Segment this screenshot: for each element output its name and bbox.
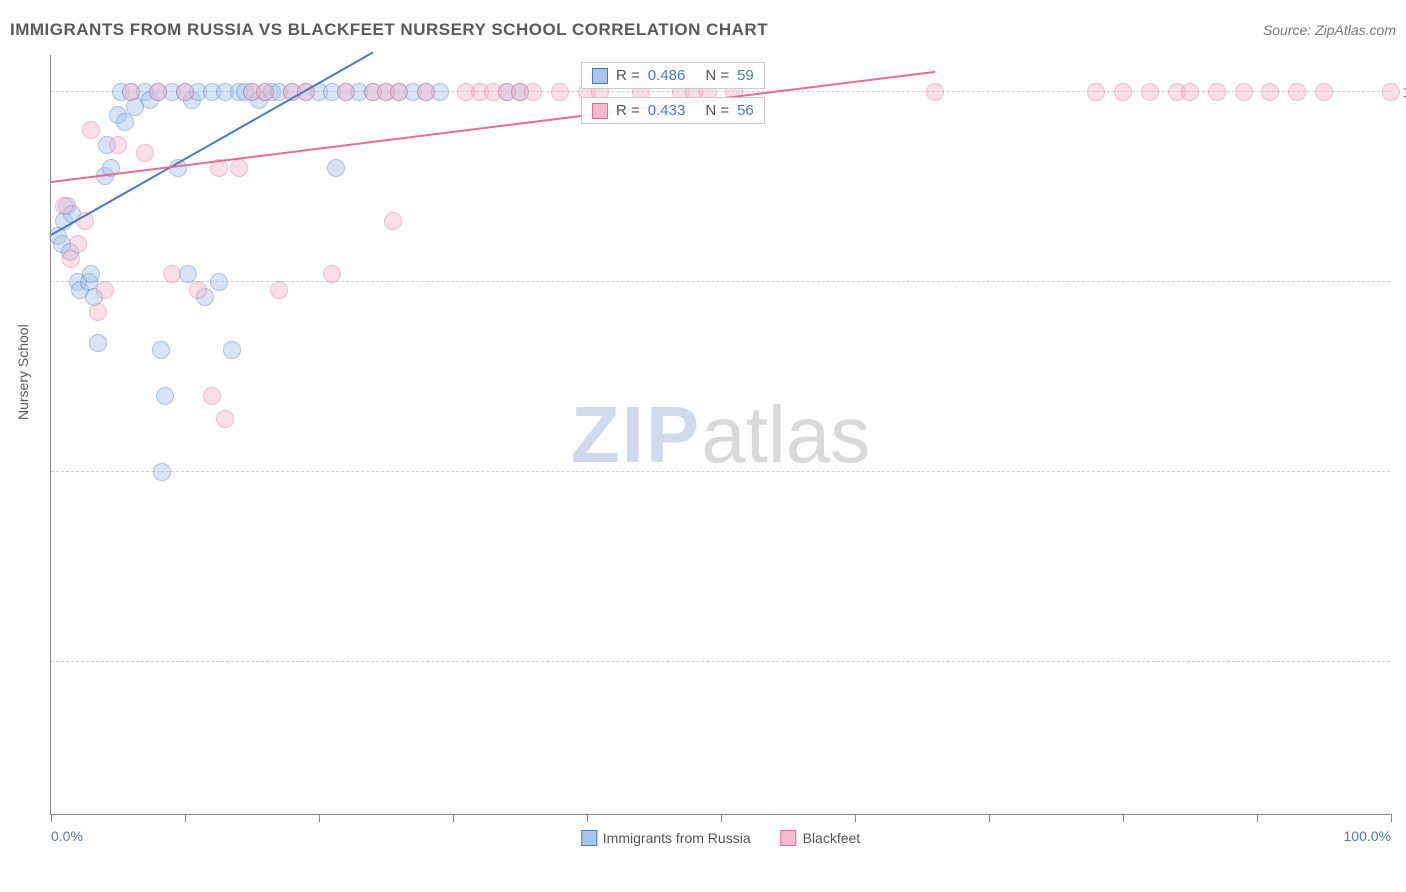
- stat-n-value: 56: [737, 102, 754, 119]
- data-point: [323, 265, 341, 283]
- stat-r-label: R =: [616, 67, 640, 84]
- x-tick: [319, 814, 320, 822]
- data-point: [1288, 83, 1306, 101]
- stats-box: R = 0.486 N = 59: [581, 62, 765, 89]
- legend-swatch: [592, 103, 608, 119]
- data-point: [163, 265, 181, 283]
- watermark: ZIPatlas: [571, 389, 870, 481]
- data-point: [156, 387, 174, 405]
- data-point: [256, 83, 274, 101]
- data-point: [203, 387, 221, 405]
- legend-swatch: [581, 830, 597, 846]
- data-point: [1208, 83, 1226, 101]
- data-point: [524, 83, 542, 101]
- watermark-atlas: atlas: [701, 390, 870, 479]
- gridline: [51, 281, 1390, 282]
- y-axis-label: Nursery School: [15, 324, 31, 420]
- data-point: [82, 265, 100, 283]
- stat-r-value: 0.433: [648, 102, 686, 119]
- watermark-zip: ZIP: [571, 390, 701, 479]
- stat-n-value: 59: [737, 67, 754, 84]
- data-point: [122, 83, 140, 101]
- data-point: [926, 83, 944, 101]
- x-tick-label: 0.0%: [51, 828, 83, 844]
- y-tick-label: 95.0%: [1395, 464, 1406, 480]
- data-point: [152, 341, 170, 359]
- data-point: [327, 159, 345, 177]
- x-tick-label: 100.0%: [1344, 828, 1391, 844]
- x-tick: [1257, 814, 1258, 822]
- x-tick: [587, 814, 588, 822]
- x-tick: [1123, 814, 1124, 822]
- data-point: [96, 281, 114, 299]
- data-point: [1087, 83, 1105, 101]
- x-tick: [855, 814, 856, 822]
- legend-swatch: [592, 68, 608, 84]
- x-tick: [51, 814, 52, 822]
- data-point: [417, 83, 435, 101]
- data-point: [153, 463, 171, 481]
- data-point: [176, 83, 194, 101]
- stat-r-value: 0.486: [648, 67, 686, 84]
- x-tick: [453, 814, 454, 822]
- x-tick: [721, 814, 722, 822]
- data-point: [223, 341, 241, 359]
- data-point: [189, 281, 207, 299]
- title-bar: IMMIGRANTS FROM RUSSIA VS BLACKFEET NURS…: [10, 20, 1396, 40]
- data-point: [230, 159, 248, 177]
- x-tick: [989, 814, 990, 822]
- legend-label: Immigrants from Russia: [603, 830, 751, 846]
- y-tick-label: 92.5%: [1395, 654, 1406, 670]
- data-point: [216, 410, 234, 428]
- data-point: [1315, 83, 1333, 101]
- data-point: [1261, 83, 1279, 101]
- source-label: Source: ZipAtlas.com: [1263, 22, 1396, 38]
- data-point: [210, 273, 228, 291]
- stat-n-label: N =: [705, 67, 729, 84]
- data-point: [116, 113, 134, 131]
- stats-box: R = 0.433 N = 56: [581, 97, 765, 124]
- data-point: [55, 197, 73, 215]
- gridline: [51, 471, 1390, 472]
- x-tick: [185, 814, 186, 822]
- data-point: [69, 235, 87, 253]
- data-point: [390, 83, 408, 101]
- stat-n-label: N =: [705, 102, 729, 119]
- legend-item: Blackfeet: [781, 830, 861, 846]
- data-point: [1382, 83, 1400, 101]
- data-point: [89, 334, 107, 352]
- legend-label: Blackfeet: [803, 830, 861, 846]
- data-point: [1235, 83, 1253, 101]
- legend-swatch: [781, 830, 797, 846]
- data-point: [384, 212, 402, 230]
- data-point: [270, 281, 288, 299]
- legend-item: Immigrants from Russia: [581, 830, 751, 846]
- stat-r-label: R =: [616, 102, 640, 119]
- data-point: [89, 303, 107, 321]
- x-tick: [1391, 814, 1392, 822]
- data-point: [136, 144, 154, 162]
- plot-area: ZIPatlas 92.5%95.0%97.5%100.0%0.0%100.0%…: [50, 55, 1390, 815]
- y-tick-label: 97.5%: [1395, 274, 1406, 290]
- data-point: [1181, 83, 1199, 101]
- data-point: [1141, 83, 1159, 101]
- data-point: [82, 121, 100, 139]
- gridline: [51, 661, 1390, 662]
- data-point: [109, 136, 127, 154]
- data-point: [551, 83, 569, 101]
- data-point: [337, 83, 355, 101]
- bottom-legend: Immigrants from Russia Blackfeet: [581, 830, 860, 846]
- data-point: [149, 83, 167, 101]
- data-point: [1114, 83, 1132, 101]
- chart-title: IMMIGRANTS FROM RUSSIA VS BLACKFEET NURS…: [10, 20, 768, 40]
